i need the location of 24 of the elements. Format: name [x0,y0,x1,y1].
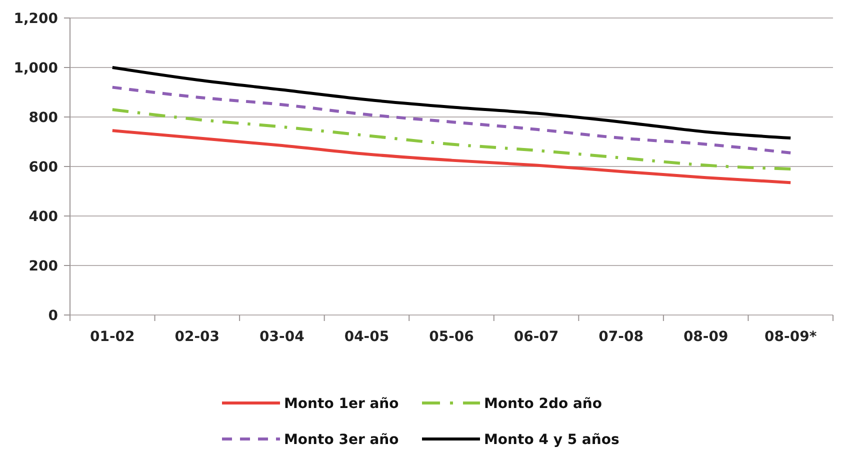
x-tick-label: 07-08 [598,329,644,345]
line-series [110,129,792,184]
y-tick-label: 1,200 [14,10,58,27]
line-series [110,66,792,140]
y-tick-label: 0 [48,308,58,324]
x-tick-label: 04-05 [344,329,390,345]
legend-label: Monto 3er año [284,432,400,448]
y-tick-label: 1,000 [14,60,58,76]
x-tick-label: 02-03 [174,329,220,345]
x-tick-label: 03-04 [260,329,305,345]
x-tick-label: 08-09 [683,329,728,345]
y-tick-label: 800 [28,110,58,126]
y-tick-label: 400 [28,208,58,225]
x-tick-label: 01-02 [90,329,135,345]
y-tick-label: 200 [28,258,58,274]
legend-label: Monto 4 y 5 años [484,432,620,448]
line-series [110,86,792,154]
x-tick-label: 05-06 [429,329,474,345]
x-tick-label: 06-07 [514,329,559,345]
line-series [110,108,792,170]
legend-label: Monto 2do año [484,396,602,412]
y-tick-label: 600 [28,159,58,176]
legend-label: Monto 1er año [284,396,400,412]
x-tick-label: 08-09* [764,329,818,345]
